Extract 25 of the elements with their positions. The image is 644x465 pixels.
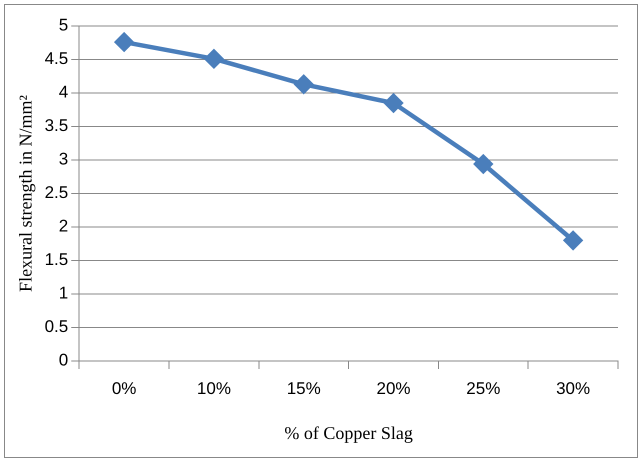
y-tick-label: 0 bbox=[58, 350, 68, 370]
y-tick-label: 0.5 bbox=[44, 317, 68, 336]
x-tick-label: 20% bbox=[376, 378, 411, 398]
point bbox=[474, 154, 493, 174]
y-tick-label: 5 bbox=[58, 16, 68, 35]
x-tick-label: 30% bbox=[556, 378, 590, 398]
point bbox=[204, 50, 224, 68]
x-tick-label: 25% bbox=[466, 378, 500, 398]
y-tick-label: 1.5 bbox=[44, 250, 68, 270]
y-tick-label: 3.5 bbox=[44, 116, 68, 136]
point bbox=[114, 32, 134, 52]
x-axis-title: % of Copper Slag bbox=[284, 422, 413, 443]
y-tick-label: 4 bbox=[58, 82, 68, 102]
x-tick-label: 15% bbox=[286, 378, 321, 398]
y-tick-label: 4.5 bbox=[44, 49, 68, 68]
y-tick-label: 3 bbox=[58, 150, 68, 169]
x-tick-label: 10% bbox=[196, 378, 231, 398]
point bbox=[384, 94, 403, 112]
point bbox=[294, 75, 313, 94]
y-tick-label: 2.5 bbox=[44, 183, 68, 202]
y-tick-label: 2 bbox=[58, 216, 68, 236]
point bbox=[564, 231, 582, 250]
y-tick-label: 1 bbox=[58, 284, 68, 303]
x-tick-label: 0% bbox=[112, 378, 136, 398]
y-axis-title: Flexural strength in N/mm² bbox=[16, 95, 36, 292]
